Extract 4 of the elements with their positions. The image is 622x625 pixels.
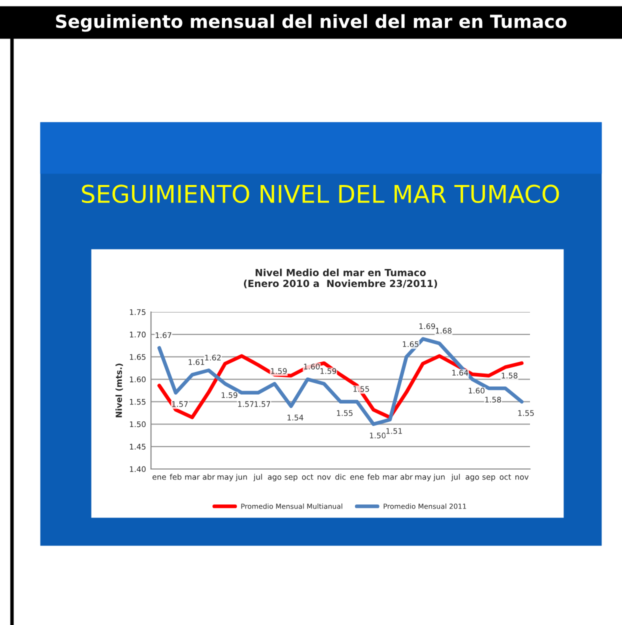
chart-title: Nivel Medio del mar en Tumaco (Enero 2010 a Noviembre 23/2011) (244, 268, 438, 288)
text: Seguimiento mensual del nivel del mar en Tumaco (56, 14, 566, 32)
text: SEGUIMIENTO NIVEL DEL MAR TUMACO (82, 184, 559, 204)
y-axis-title: Nivel (mts.) (116, 364, 123, 418)
